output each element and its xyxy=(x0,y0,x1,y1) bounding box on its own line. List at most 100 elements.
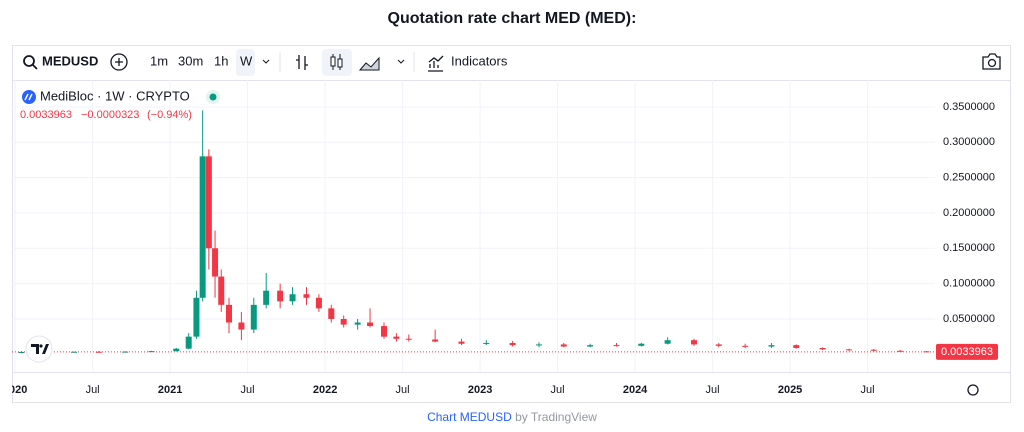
candle-body xyxy=(289,294,296,302)
candle-body xyxy=(70,351,77,353)
symbol-logo xyxy=(22,90,36,104)
last-price: 0.0033963 xyxy=(20,109,72,121)
candle-body xyxy=(405,338,412,340)
candle-body xyxy=(715,344,722,346)
series-name: MediBloc · 1W · CRYPTO xyxy=(40,88,190,103)
change-percent: (−0.94%) xyxy=(147,109,192,121)
y-tick-label: 0.2500000 xyxy=(943,171,995,183)
candle-body xyxy=(218,276,225,305)
y-tick-label: 0.3000000 xyxy=(943,136,995,148)
candle-body xyxy=(483,343,490,345)
candle-body xyxy=(923,351,930,353)
candle-body xyxy=(328,308,335,319)
settings-button[interactable] xyxy=(967,384,979,396)
candle-body xyxy=(560,344,567,347)
legend: MediBloc · 1W · CRYPTO 0.0033963 −0.0000… xyxy=(20,88,220,121)
x-tick-label: 2024 xyxy=(623,384,648,396)
page-title: Quotation rate chart MED (MED): xyxy=(388,10,637,27)
x-tick-label: Jul xyxy=(86,384,100,396)
compare-button[interactable] xyxy=(110,53,128,71)
x-tick-label: 2023 xyxy=(468,384,492,396)
x-tick-label: 2022 xyxy=(313,384,337,396)
candle-body xyxy=(819,347,826,350)
y-tick-label: 0.1500000 xyxy=(943,242,995,254)
candle-body xyxy=(793,345,800,348)
candle-body xyxy=(380,326,387,337)
candle-body xyxy=(613,345,620,347)
candle-body xyxy=(768,345,775,347)
chart: 0.0500000 0.1000000 0.1500000 0.2000000 0.25… xyxy=(3,80,1011,396)
tv-logo[interactable] xyxy=(25,335,53,363)
footer: Chart MEDUSD by TradingView xyxy=(427,410,597,424)
candle-body xyxy=(303,294,310,298)
plot-area xyxy=(12,80,935,372)
search-icon[interactable] xyxy=(23,55,35,67)
price-label-bg xyxy=(936,343,998,360)
candle-body xyxy=(509,343,516,346)
footer-link[interactable]: Chart MEDUSD xyxy=(427,410,512,424)
candle-body xyxy=(845,349,852,351)
search-icon-handle xyxy=(32,64,38,70)
x-tick-label: Jul xyxy=(241,384,255,396)
candle-body xyxy=(664,340,671,344)
candle-body xyxy=(897,350,904,352)
x-tick-label: 2020 xyxy=(3,384,27,396)
x-tick-label: Jul xyxy=(551,384,565,396)
candle-body xyxy=(354,322,361,325)
interval[interactable]: 30m xyxy=(178,53,203,68)
x-tick-label: 2025 xyxy=(778,384,802,396)
candle-body xyxy=(535,344,542,346)
widget-frame xyxy=(12,45,1011,403)
compare-plus xyxy=(115,58,123,66)
candle-body xyxy=(95,351,102,353)
x-tick-label: 2021 xyxy=(158,384,182,396)
candle-body xyxy=(173,348,180,352)
tv-logo-mark xyxy=(31,344,49,354)
candle-body xyxy=(587,345,594,347)
candle-body xyxy=(205,156,212,249)
candle-body xyxy=(250,304,257,330)
toolbar: MEDUSD 1m 30m 1h W Indicators xyxy=(23,49,1001,76)
candle-body xyxy=(148,351,155,353)
candle-body xyxy=(18,351,25,353)
candle-body xyxy=(212,248,219,277)
interval[interactable]: 1h xyxy=(214,53,228,68)
snapshot-button[interactable] xyxy=(982,53,1001,70)
area-icon[interactable] xyxy=(358,56,380,71)
candle-body xyxy=(432,339,439,342)
candle-body xyxy=(185,336,192,349)
change: −0.0000323 xyxy=(81,109,139,121)
snapshot-lens xyxy=(987,58,997,68)
candle-body xyxy=(277,290,284,302)
x-tick-label: Jul xyxy=(706,384,720,396)
candle-body xyxy=(238,322,245,330)
candle-body xyxy=(199,156,206,298)
candle-icon xyxy=(337,58,343,68)
price-label: 0.0033963 xyxy=(941,346,993,358)
candle-body xyxy=(263,290,270,305)
candle-body xyxy=(315,297,322,309)
footer-by: by TradingView xyxy=(515,410,597,424)
interval[interactable]: 1m xyxy=(150,53,168,68)
candle-body xyxy=(340,318,347,325)
candle-icon[interactable] xyxy=(330,56,336,67)
market-status-dot xyxy=(209,93,217,101)
bars-icon[interactable] xyxy=(296,55,308,70)
symbol[interactable]: MEDUSD xyxy=(42,53,98,68)
indicators-icon[interactable] xyxy=(428,55,444,72)
interval[interactable]: W xyxy=(240,53,253,68)
symbol-logo-mark xyxy=(24,93,33,101)
candle-body xyxy=(367,322,374,327)
candle-body xyxy=(122,351,129,353)
candle-body xyxy=(870,349,877,351)
candle-body xyxy=(193,297,200,337)
y-tick-label: 0.0500000 xyxy=(943,313,995,325)
y-tick-label: 0.1000000 xyxy=(943,278,995,290)
candle-body xyxy=(393,336,400,339)
candle-body xyxy=(225,304,232,323)
y-tick-label: 0.3500000 xyxy=(943,101,995,113)
dropdown-arrows[interactable] xyxy=(262,59,405,64)
candle-body xyxy=(690,340,697,345)
indicators-button[interactable]: Indicators xyxy=(451,53,508,68)
